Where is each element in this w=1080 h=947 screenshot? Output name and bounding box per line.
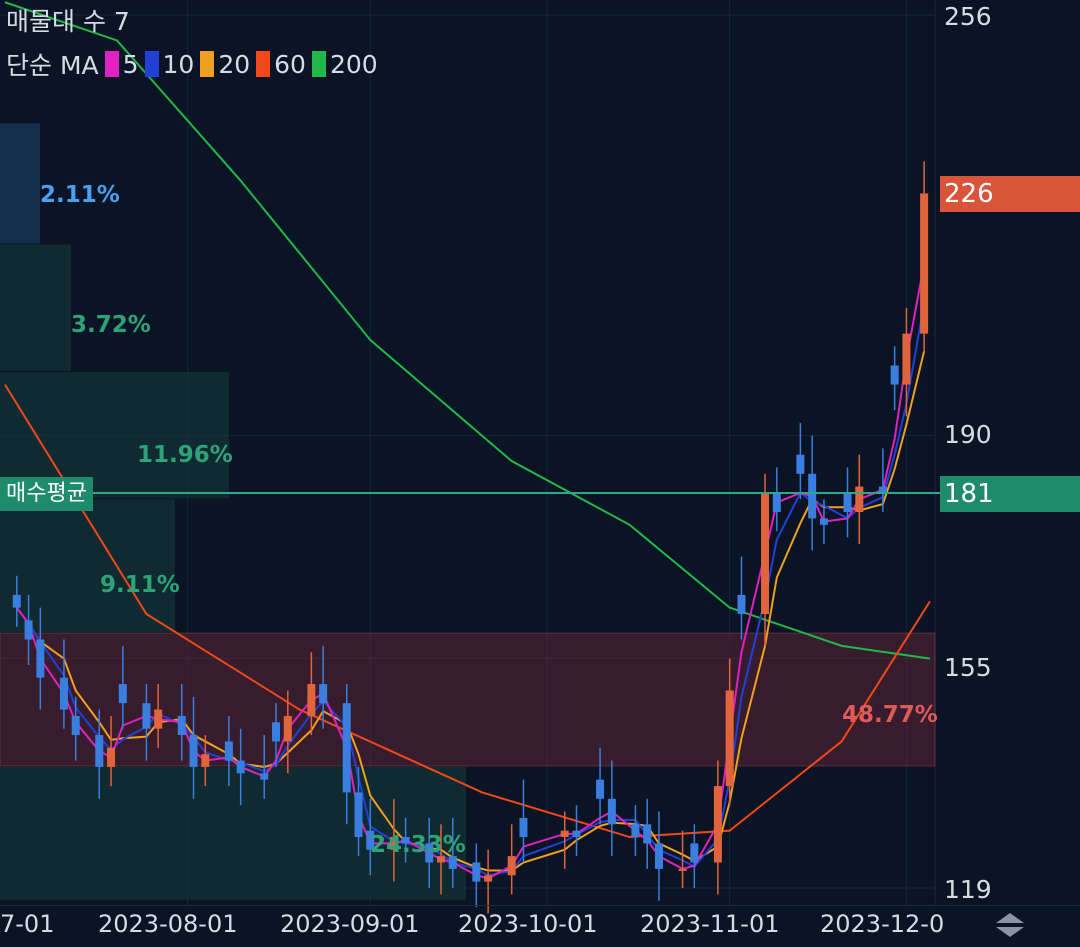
x-tick-label: 2023-09-01 [280,910,420,938]
candle-body [690,843,699,863]
candle-body [236,760,245,774]
candle-body [855,486,864,513]
chart-title: 매물대 수 7 [6,7,130,36]
candle-body [283,715,292,742]
candle-body [596,779,605,799]
candle-body [843,492,852,513]
legend-prefix: 단순 MA [6,51,99,80]
vp-percent-label: 9.11% [100,572,180,598]
avg-price-label: 매수평균 [0,477,93,511]
candle-body [154,709,163,729]
candle-body [772,492,781,513]
x-tick-label: 2023-11-01 [640,910,780,938]
volume-profile-bar [0,123,40,244]
expand-collapse-icon[interactable] [990,912,1030,938]
ma10-label: 10 [162,49,195,79]
candle-body [36,639,45,678]
candle-body [436,856,445,863]
candle-body [725,690,734,787]
candle-body [808,473,817,519]
candle-body [24,620,33,640]
volume-profile [0,123,936,900]
vp-percent-label: 11.96% [137,442,233,468]
candle-body [678,868,687,871]
x-tick-label: 2023-12-0 [820,910,945,938]
x-tick-label: 2023-10-01 [458,910,598,938]
candle-body [737,594,746,614]
ma200-line [4,1,931,660]
avg-price-tag: 181 [940,476,1080,512]
vp-percent-label: 2.11% [40,182,120,208]
candle-body [507,856,516,876]
ma5-swatch [104,51,119,77]
candle-body [819,518,828,525]
candle-body [560,830,569,838]
candle-body [224,741,233,761]
candle-body [118,684,127,704]
candle-body [401,837,410,844]
candle-body [607,798,616,825]
current-price-tag: 226 [940,176,1080,212]
candle-body [389,837,398,850]
candle-body [519,817,528,838]
y-tick-label: 119 [944,875,992,904]
ma10-swatch [144,51,159,77]
candle-body [201,754,210,767]
ma200-swatch [311,51,326,77]
volume-profile-bar [0,766,466,900]
candle-body [307,684,316,716]
candle-body [472,862,481,882]
candle-body [59,677,68,710]
candle-body [142,703,151,729]
candle-body [342,703,351,793]
ma5-label: 5 [122,49,139,79]
candle-body [425,843,434,863]
volume-profile-bar [0,244,71,371]
y-tick-label: 190 [944,420,992,449]
candle-body [631,824,640,838]
y-tick-label: 155 [944,653,992,682]
candle-body [902,333,911,385]
candle-body [920,193,929,334]
ma200-label: 200 [329,49,378,79]
x-tick-label: 2023-08-01 [98,910,238,938]
candle-body [260,773,269,780]
ma60-swatch [256,51,271,77]
ma20-swatch [200,51,215,77]
ma20-label: 20 [218,49,251,79]
candle-body [890,365,899,385]
candle-body [878,486,887,493]
candle-body [654,843,663,869]
candle-body [12,594,21,608]
candle-body [796,454,805,474]
vp-percent-label: 48.77% [842,702,938,728]
candle-body [319,684,328,704]
y-tick-label: 256 [944,2,992,31]
axis-divider [0,905,1080,906]
candle-body [572,830,581,838]
candle-body [177,715,186,736]
candle-body [189,735,198,767]
ma60-label: 60 [274,49,306,79]
x-tick-label: 7-01 [0,910,55,938]
candle-body [761,492,770,614]
candle-body [448,856,457,869]
ma-legend[interactable]: 단순 MA 5 10 20 60 200 [6,46,378,82]
vp-percent-label: 24.33% [370,832,466,858]
candle-body [713,786,722,863]
candle-body [484,875,493,882]
candle-body [95,735,104,767]
volume-profile-bar [0,632,936,767]
candle-body [366,830,375,850]
candle-body [272,722,281,742]
candle-body [71,715,80,736]
vp-percent-label: 3.72% [71,312,151,338]
candle-body [107,747,116,767]
candle-body [643,824,652,844]
ma60-line [4,384,931,839]
candlesticks [12,161,929,914]
candle-body [354,792,363,838]
